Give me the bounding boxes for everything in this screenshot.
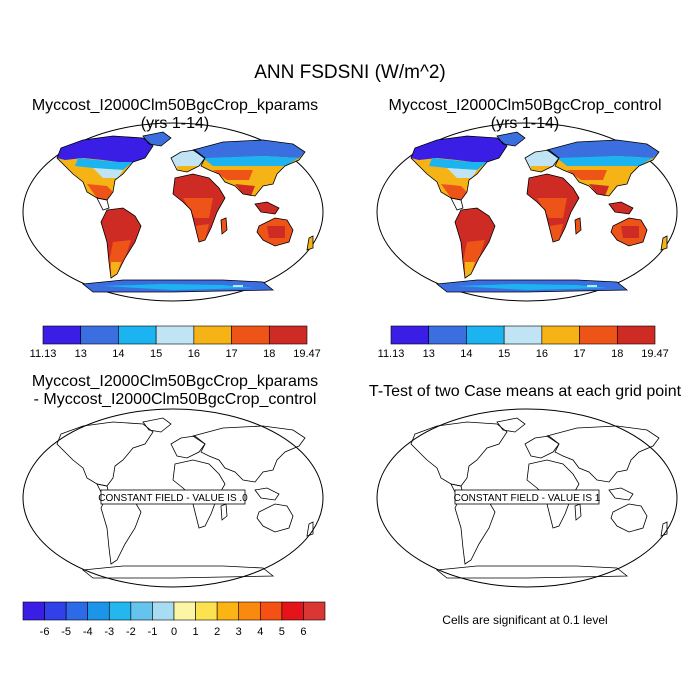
land-field — [57, 132, 313, 292]
colorbar-tick-label: 13 — [423, 348, 435, 360]
colorbar-swatch — [118, 325, 157, 345]
colorbar-tick-label: -2 — [126, 626, 136, 638]
colorbar-swatch — [42, 325, 82, 345]
panel-title-line1: Myccost_I2000Clm50BgcCrop_control — [388, 97, 662, 114]
panel-title-line2: (yrs 1-14) — [140, 115, 210, 132]
constant-field-label: CONSTANT FIELD - VALUE IS .0 — [98, 493, 248, 504]
constant-field-label: CONSTANT FIELD - VALUE IS 1 — [454, 493, 601, 504]
map-panel-difference: CONSTANT FIELD - VALUE IS .0 — [22, 408, 324, 588]
colorbar-tick-label: 15 — [150, 348, 162, 360]
colorbar-swatch — [173, 601, 196, 621]
colorbar-swatch — [80, 325, 119, 345]
colorbar-swatch — [466, 325, 505, 345]
colorbar-case2: 11.13 13 14 15 16 17 18 19.47 — [378, 325, 669, 360]
colorbar-tick-label: 14 — [112, 348, 124, 360]
colorbar-swatch — [193, 325, 232, 345]
colorbar-tick-label: 18 — [611, 348, 623, 360]
colorbar-swatch — [303, 601, 326, 621]
colorbar-tick-label: 5 — [279, 626, 285, 638]
panel-title-line1: T-Test of two Case means at each grid po… — [368, 383, 682, 400]
colorbar-swatch — [44, 601, 67, 621]
colorbar-swatch — [541, 325, 580, 345]
colorbar-tick-label: -1 — [148, 626, 158, 638]
map-panel-kparams — [22, 122, 324, 302]
colorbar-tick-label: 16 — [188, 348, 200, 360]
panel-title-case1: Myccost_I2000Clm50BgcCrop_kparams (yrs 1… — [0, 97, 350, 133]
colorbar-tick-label: 0 — [171, 626, 177, 638]
map-panel-control — [376, 122, 678, 302]
colorbar-tick-label: -3 — [104, 626, 114, 638]
colorbar-swatch — [65, 601, 89, 621]
colorbar-swatch — [155, 325, 195, 345]
colorbar-tick-label: 17 — [225, 348, 237, 360]
colorbar-tick-label: 3 — [236, 626, 242, 638]
colorbar-tick-label: 19.47 — [641, 348, 669, 360]
colorbar-swatch — [195, 601, 218, 621]
colorbar-tick-label: 4 — [257, 626, 263, 638]
colorbar-difference: -6 -5 -4 -3 -2 -1 0 1 2 3 4 5 6 — [22, 601, 326, 638]
colorbar-tick-label: 16 — [536, 348, 548, 360]
colorbar-swatch — [259, 601, 283, 621]
colorbar-tick-label: 2 — [214, 626, 220, 638]
colorbar-tick-label: 13 — [75, 348, 87, 360]
colorbar-swatch — [130, 601, 153, 621]
colorbar-swatch — [268, 325, 308, 345]
colorbar-tick-label: 11.13 — [30, 348, 57, 360]
colorbar-tick-label: -6 — [40, 626, 50, 638]
colorbar-tick-label: -5 — [61, 626, 71, 638]
map-panel-ttest: CONSTANT FIELD - VALUE IS 1 — [376, 408, 678, 588]
colorbar-case1: 11.13 13 14 15 16 17 18 19.47 — [30, 325, 321, 360]
colorbar-tick-label: 11.13 — [378, 348, 405, 360]
panel-title-line1: Myccost_I2000Clm50BgcCrop_kparams — [31, 373, 319, 390]
panel-title-line2: - Myccost_I2000Clm50BgcCrop_control — [33, 391, 317, 408]
panel-title-case2: Myccost_I2000Clm50BgcCrop_control (yrs 1… — [350, 97, 700, 133]
colorbar-swatch — [428, 325, 467, 345]
panel-title-line1: Myccost_I2000Clm50BgcCrop_kparams — [31, 97, 319, 114]
colorbar-tick-label: 19.47 — [293, 348, 321, 360]
colorbar-swatch — [216, 601, 240, 621]
colorbar-tick-label: 14 — [460, 348, 472, 360]
colorbar-swatch — [281, 601, 304, 621]
colorbar-tick-label: -4 — [83, 626, 93, 638]
constant-field-box — [100, 489, 246, 505]
panel-title-line2: (yrs 1-14) — [490, 115, 560, 132]
colorbar-tick-label: 6 — [300, 626, 306, 638]
colorbar-tick-label: 18 — [263, 348, 275, 360]
figure-title: ANN FSDSNI (W/m^2) — [254, 62, 446, 83]
colorbar-swatch — [579, 325, 618, 345]
colorbar-swatch — [22, 601, 45, 621]
colorbar-swatch — [503, 325, 543, 345]
colorbar-swatch — [616, 325, 656, 345]
significance-note: Cells are significant at 0.1 level — [442, 613, 608, 627]
colorbar-tick-label: 17 — [573, 348, 585, 360]
colorbar-swatch — [108, 601, 132, 621]
colorbar-swatch — [152, 601, 175, 621]
colorbar-swatch — [87, 601, 110, 621]
colorbar-swatch — [390, 325, 430, 345]
colorbar-swatch — [238, 601, 261, 621]
colorbar-swatch — [231, 325, 270, 345]
colorbar-tick-label: 1 — [193, 626, 199, 638]
constant-field-box — [454, 489, 600, 505]
panel-title-ttest: T-Test of two Case means at each grid po… — [350, 383, 700, 401]
panel-title-difference: Myccost_I2000Clm50BgcCrop_kparams - Mycc… — [0, 373, 350, 409]
colorbar-tick-label: 15 — [498, 348, 510, 360]
